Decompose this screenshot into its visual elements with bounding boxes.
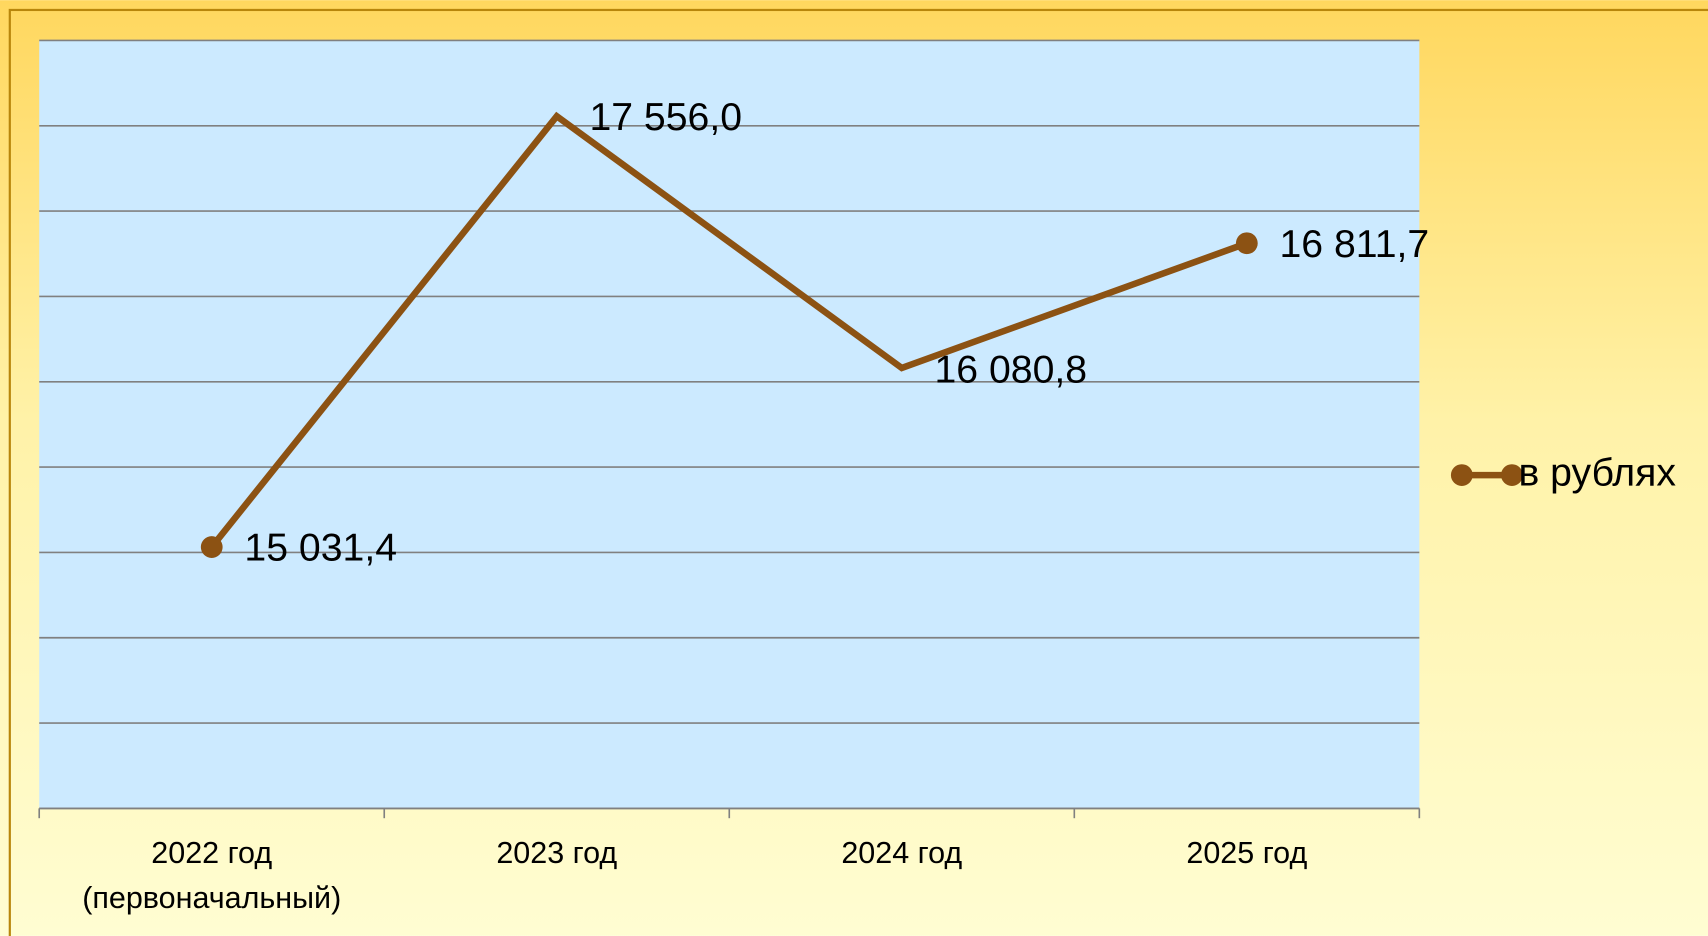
data-label: 16 811,7 xyxy=(1280,223,1430,266)
marker xyxy=(1235,232,1258,255)
legend-marker xyxy=(1501,464,1523,486)
legend-marker xyxy=(1450,464,1473,486)
x-tick-label: 2023 год xyxy=(496,836,617,870)
data-label: 16 080,8 xyxy=(934,349,1087,392)
x-tick-label: 2022 год (первоначальный) xyxy=(82,836,341,915)
frame xyxy=(8,8,1708,936)
x-tick-label: 2025 год xyxy=(1186,836,1307,870)
legend-label: в рублях xyxy=(1518,451,1676,494)
line xyxy=(209,111,1248,550)
x-tick-label: 2024 год xyxy=(841,836,962,870)
plot-area xyxy=(39,40,1420,809)
data-label: 15 031,4 xyxy=(244,527,397,570)
marker xyxy=(200,536,223,558)
data-label: 17 556,0 xyxy=(589,96,742,139)
